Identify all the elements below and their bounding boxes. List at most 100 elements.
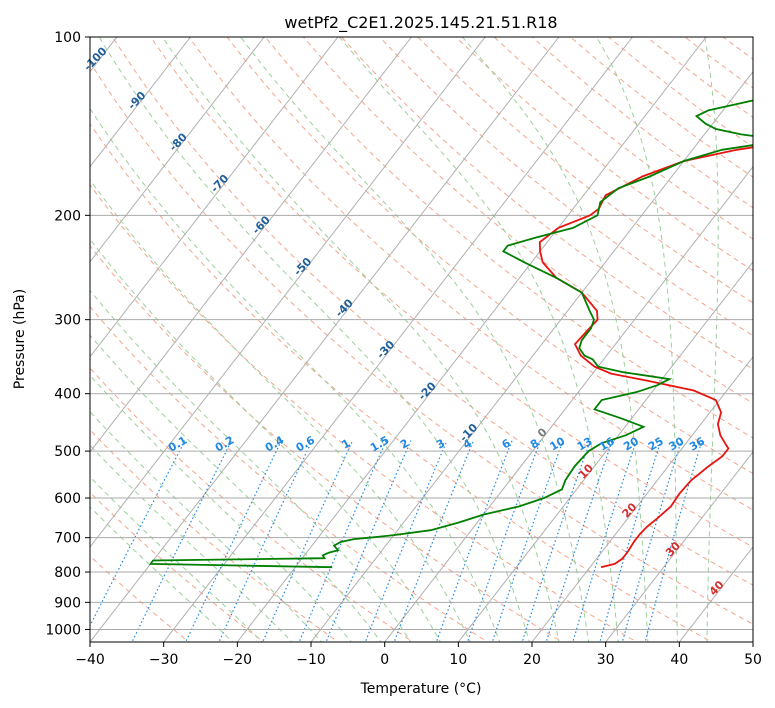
mixing-ratio-line: [621, 440, 682, 642]
isotherm-label: 0: [535, 425, 550, 440]
isotherm: [236, 37, 707, 642]
x-tick-label: 20: [523, 652, 541, 668]
dry-adiabat: [226, 37, 753, 475]
moist-adiabat: [90, 178, 471, 642]
mixing-ratio-line: [298, 440, 387, 642]
isotherm-label: -20: [416, 379, 439, 403]
background-lines: [90, 37, 775, 644]
dry-adiabat: [188, 37, 753, 511]
dry-adiabat: [90, 555, 190, 642]
mixing-ratio-line: [435, 440, 513, 642]
mixing-ratio-label: 6: [500, 436, 513, 451]
y-axis-title: Pressure (hPa): [12, 289, 28, 389]
isotherm: [678, 546, 753, 642]
isotherm-label: 10: [576, 461, 596, 481]
dry-adiabat: [455, 37, 753, 272]
moist-adiabat: [90, 410, 323, 642]
isotherm-label: -60: [250, 213, 273, 237]
y-tick-label: 800: [54, 565, 81, 581]
moist-adiabat: [90, 238, 441, 642]
moist-adiabat: [462, 37, 649, 642]
mixing-ratio-line: [393, 440, 474, 642]
mixing-ratio-line: [218, 440, 313, 642]
moist-adiabat: [161, 37, 560, 642]
dry-adiabat: [90, 305, 489, 642]
dry-adiabat: [684, 37, 753, 89]
dry-adiabat: [90, 428, 340, 642]
isotherm: [90, 37, 412, 453]
dry-adiabat: [417, 37, 753, 304]
isotherm: [90, 37, 486, 548]
data-series: [148, 99, 753, 569]
moist-adiabat: [90, 334, 382, 642]
dry-adiabat: [90, 245, 564, 642]
x-tick-label: 10: [449, 652, 467, 668]
x-axis: −40 −30 −20 −10 0 10 20 30 40 50: [75, 642, 762, 668]
moist-adiabat: [240, 37, 590, 642]
moist-adiabat: [338, 37, 619, 642]
mixing-ratio-label: 4: [461, 436, 474, 451]
y-tick-label: 900: [54, 595, 81, 611]
x-tick-label: −30: [149, 652, 179, 668]
dry-adiabat: [264, 37, 753, 439]
mixing-ratio-line: [90, 440, 186, 628]
moist-adiabat: [596, 37, 678, 642]
isotherm-label: -80: [167, 130, 190, 154]
y-tick-label: 200: [54, 208, 81, 224]
y-tick-label: 600: [54, 491, 81, 507]
isotherm: [90, 37, 265, 263]
isotherm: [752, 641, 753, 642]
temperature-profile-line: [538, 146, 753, 569]
x-tick-label: 50: [744, 652, 762, 668]
isotherm-label: -50: [291, 255, 314, 279]
isotherm-label: -30: [374, 338, 397, 362]
moist-adiabat: [98, 37, 530, 642]
x-tick-label: −20: [223, 652, 253, 668]
moist-adiabat: [90, 506, 234, 642]
y-tick-label: 500: [54, 444, 81, 460]
y-axis: 100 200 300 400 500 600 700 800 900 1000: [45, 30, 90, 638]
mixing-ratio-line: [185, 440, 282, 642]
dry-adiabat: [302, 37, 753, 404]
y-tick-label: 300: [54, 313, 81, 329]
isotherm: [605, 451, 753, 642]
y-tick-label: 700: [54, 531, 81, 547]
dry-adiabat: [90, 367, 414, 642]
isotherm: [531, 356, 753, 642]
isotherm: [90, 37, 339, 358]
isotherm-label: 30: [663, 539, 683, 559]
dry-adiabat: [150, 37, 753, 548]
moist-adiabat: [90, 107, 501, 642]
isotherm: [90, 37, 191, 168]
mixing-ratio-label: 1: [339, 437, 352, 452]
dewpoint-profile-line: [148, 99, 753, 569]
mixing-ratio-line: [644, 440, 703, 642]
moist-adiabat: [90, 476, 264, 642]
mixing-ratio-line: [364, 440, 448, 642]
x-tick-label: −40: [75, 652, 105, 668]
isotherm-label: 40: [707, 578, 727, 598]
mixing-ratio-line: [599, 440, 662, 642]
dry-adiabat: [90, 123, 713, 642]
moist-adiabat: [90, 289, 412, 642]
plot-frame: [89, 36, 754, 643]
mixing-ratio-line: [545, 440, 613, 642]
isotherm-label: -40: [333, 296, 356, 320]
x-tick-label: −10: [296, 652, 326, 668]
dry-adiabat: [341, 37, 753, 370]
x-tick-label: 30: [597, 652, 615, 668]
dry-adiabat: [722, 37, 753, 60]
isotherm: [90, 37, 560, 642]
x-tick-label: 40: [670, 652, 688, 668]
isotherm: [310, 70, 753, 642]
dry-adiabat: [112, 37, 753, 586]
dry-adiabat: [761, 37, 775, 644]
moist-adiabat: [704, 37, 719, 642]
isotherm: [163, 37, 633, 642]
x-tick-label: 0: [380, 652, 389, 668]
x-axis-title: Temperature (°C): [360, 681, 482, 697]
isotherm-label: -90: [125, 89, 148, 113]
y-tick-label: 100: [54, 30, 81, 46]
isotherm-label: -100: [81, 44, 110, 73]
